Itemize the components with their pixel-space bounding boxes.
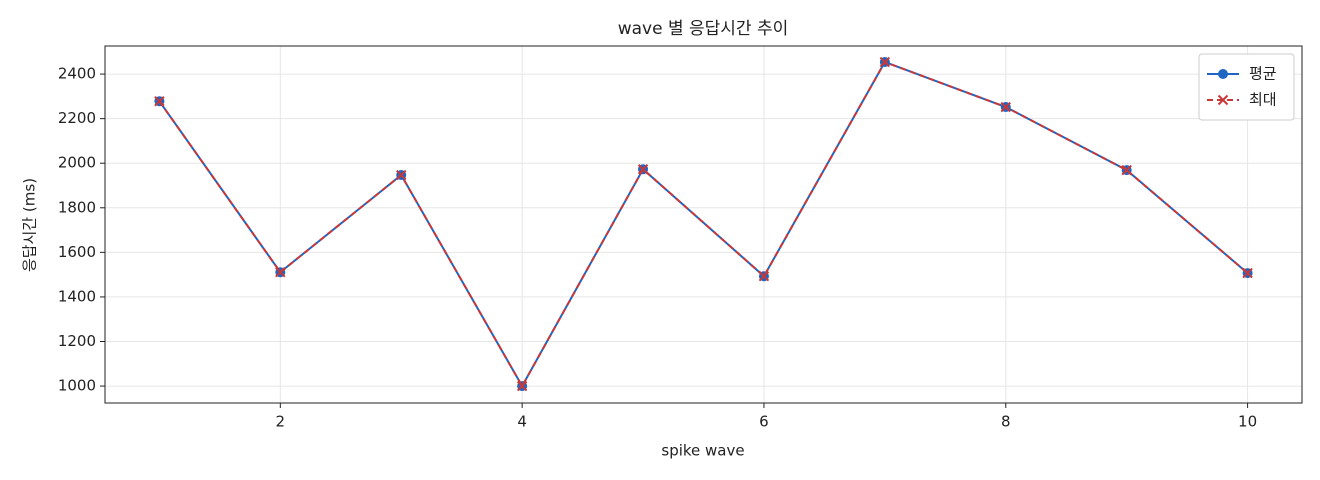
plot-frame xyxy=(104,45,1303,404)
x-tick-label: 4 xyxy=(517,413,527,431)
legend-label: 평균 xyxy=(1249,65,1277,83)
legend-label: 최대 xyxy=(1249,91,1277,109)
y-axis-label: 응답시간 (ms) xyxy=(21,178,39,272)
y-tick-label: 1600 xyxy=(58,243,96,261)
point xyxy=(879,56,891,68)
y-tick-label: 1800 xyxy=(58,198,96,216)
y-tick-label: 2400 xyxy=(58,65,96,83)
x-tick-label: 8 xyxy=(1001,413,1011,431)
legend-box xyxy=(1198,53,1295,121)
legend-marker xyxy=(1217,94,1229,106)
y-tick-label: 2200 xyxy=(58,109,96,127)
point xyxy=(758,270,770,282)
point xyxy=(516,380,528,392)
point xyxy=(275,266,286,278)
point xyxy=(1121,164,1132,176)
point xyxy=(154,96,165,107)
point xyxy=(637,164,649,175)
legend-marker xyxy=(1218,69,1228,79)
x-axis-label: spike wave xyxy=(661,442,744,460)
y-tick-label: 1400 xyxy=(58,287,96,305)
point xyxy=(1000,101,1011,113)
x-tick-label: 6 xyxy=(759,413,769,431)
point xyxy=(1242,267,1253,279)
y-tick-label: 2000 xyxy=(58,154,96,172)
chart-title: wave 별 응답시간 추이 xyxy=(618,19,789,39)
x-tick-label: 2 xyxy=(276,413,286,431)
point xyxy=(396,169,407,181)
x-tick-label: 10 xyxy=(1238,413,1257,431)
y-tick-label: 1000 xyxy=(58,377,96,395)
series-line xyxy=(158,60,1249,389)
series-line xyxy=(158,60,1249,389)
y-tick-label: 1200 xyxy=(58,332,96,350)
